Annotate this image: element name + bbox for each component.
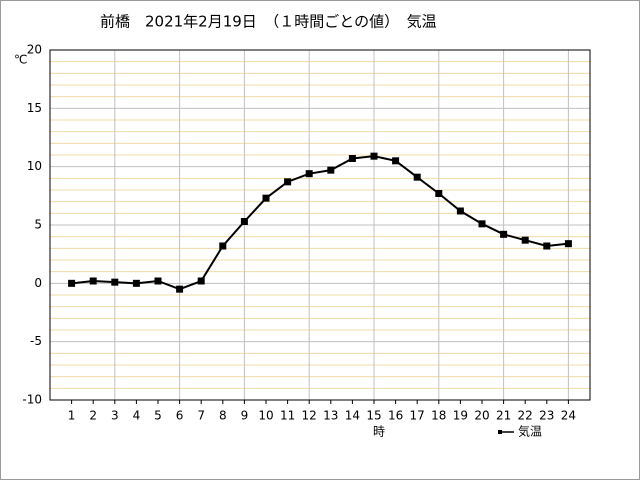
point (435, 190, 443, 197)
x-tick-label: 2 (89, 409, 97, 423)
y-unit: ℃ (14, 53, 27, 67)
plot-border (49, 49, 591, 401)
point (284, 178, 292, 186)
y-tick-label: 10 (27, 159, 42, 173)
x-tick-label: 11 (280, 409, 295, 423)
x-tick-label: 7 (197, 409, 205, 423)
x-tick-label: 16 (388, 409, 403, 423)
x-tick-label: 4 (133, 409, 141, 423)
point (413, 173, 421, 181)
x-tick-label: 10 (258, 409, 273, 423)
y-tick-label: 15 (27, 101, 42, 115)
point (197, 277, 205, 285)
point (348, 155, 356, 162)
point (500, 230, 508, 238)
chart-title: 前橋 2021年2月19日 （１時間ごとの値） 気温 (100, 13, 437, 31)
point (370, 152, 378, 160)
point (564, 240, 572, 248)
x-tick-label: 13 (323, 409, 338, 423)
point (327, 166, 335, 174)
x-tick-label: 20 (474, 409, 489, 423)
x-tick-label: 6 (176, 409, 184, 423)
point (111, 278, 119, 286)
y-tick-label: -10 (22, 393, 42, 407)
point (543, 242, 551, 250)
x-tick-label: 17 (410, 409, 425, 423)
x-tick-label: 12 (302, 409, 317, 423)
legend-marker (498, 430, 502, 434)
point (132, 279, 140, 287)
point (219, 242, 227, 250)
point (154, 277, 162, 285)
x-tick-label: 5 (154, 409, 162, 423)
x-tick-label: 24 (561, 409, 576, 423)
point (262, 194, 270, 202)
series-line (71, 155, 569, 291)
y-tick-label: 0 (34, 276, 42, 290)
legend-label: 気温 (518, 424, 542, 439)
x-tick-label: 18 (431, 409, 446, 423)
x-tick-label: 9 (241, 409, 249, 423)
point (176, 285, 184, 293)
point (240, 218, 248, 225)
x-axis-label: 時 (373, 425, 385, 439)
point (478, 220, 486, 228)
point (521, 236, 529, 244)
x-tick-label: 8 (219, 409, 227, 423)
x-tick-label: 15 (366, 409, 381, 423)
point (89, 277, 97, 285)
point (456, 207, 464, 215)
x-tick-label: 1 (68, 409, 76, 423)
x-tick-label: 22 (518, 409, 533, 423)
x-tick-label: 3 (111, 409, 119, 423)
x-tick-label: 14 (345, 409, 360, 423)
y-tick-label: 20 (27, 43, 42, 57)
point (305, 170, 313, 178)
x-tick-label: 19 (453, 409, 468, 423)
y-tick-label: -5 (30, 334, 42, 348)
x-tick-label: 23 (539, 409, 554, 423)
x-tick-label: 21 (496, 409, 511, 423)
point (392, 157, 400, 165)
y-tick-label: 5 (34, 218, 42, 232)
point (68, 279, 76, 287)
